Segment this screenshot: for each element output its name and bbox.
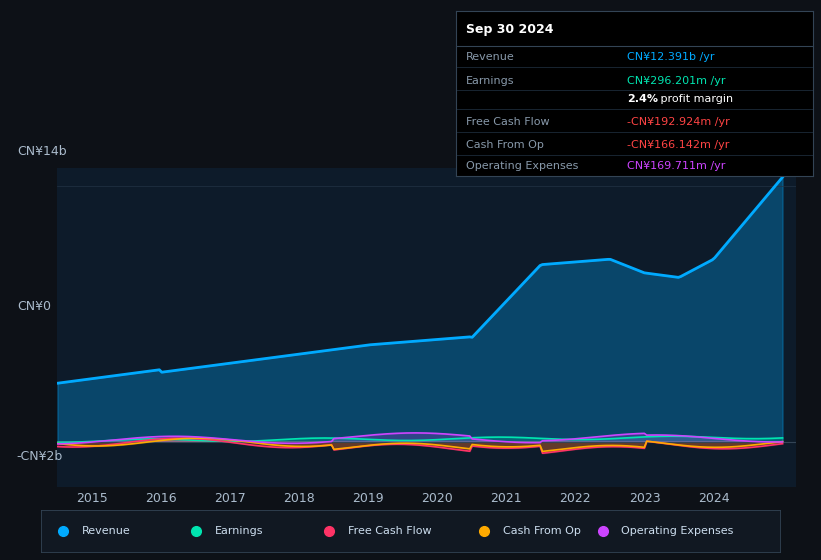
Text: Operating Expenses: Operating Expenses bbox=[466, 161, 579, 171]
Text: Earnings: Earnings bbox=[215, 526, 264, 535]
Text: Free Cash Flow: Free Cash Flow bbox=[348, 526, 431, 535]
Text: -CN¥192.924m /yr: -CN¥192.924m /yr bbox=[627, 117, 730, 127]
Text: CN¥169.711m /yr: CN¥169.711m /yr bbox=[627, 161, 726, 171]
Text: profit margin: profit margin bbox=[658, 94, 733, 104]
Text: Revenue: Revenue bbox=[82, 526, 131, 535]
Text: CN¥0: CN¥0 bbox=[17, 300, 51, 313]
Text: Operating Expenses: Operating Expenses bbox=[621, 526, 733, 535]
Text: CN¥296.201m /yr: CN¥296.201m /yr bbox=[627, 76, 726, 86]
Text: Sep 30 2024: Sep 30 2024 bbox=[466, 23, 554, 36]
Text: Cash From Op: Cash From Op bbox=[502, 526, 580, 535]
Text: -CN¥2b: -CN¥2b bbox=[17, 450, 63, 463]
Text: CN¥14b: CN¥14b bbox=[17, 145, 67, 158]
Text: CN¥12.391b /yr: CN¥12.391b /yr bbox=[627, 53, 714, 62]
Text: -CN¥166.142m /yr: -CN¥166.142m /yr bbox=[627, 140, 729, 150]
Text: 2.4%: 2.4% bbox=[627, 94, 658, 104]
Text: Free Cash Flow: Free Cash Flow bbox=[466, 117, 550, 127]
Text: Cash From Op: Cash From Op bbox=[466, 140, 544, 150]
Text: Earnings: Earnings bbox=[466, 76, 515, 86]
Text: Revenue: Revenue bbox=[466, 53, 515, 62]
